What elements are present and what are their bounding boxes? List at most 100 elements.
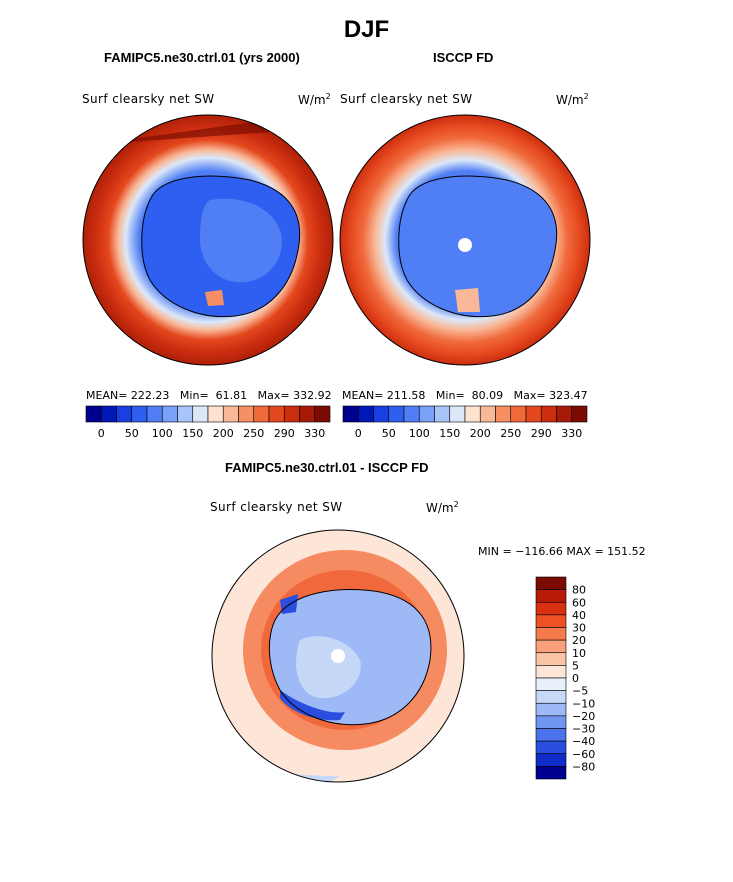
panel3-minmax: MIN = −116.66 MAX = 151.52 <box>478 545 646 558</box>
panel3-colorbar-swatch <box>535 614 567 628</box>
panel3-colorbar-tick-label: 40 <box>572 609 586 622</box>
panel2-colorbar-swatch <box>449 405 466 423</box>
panel2-colorbar-tick-label: 330 <box>561 427 582 440</box>
panel2-colorbar-swatch <box>510 405 527 423</box>
panel3-colorbar-tick-label: −60 <box>572 748 595 761</box>
panel1-colorbar-swatch <box>283 405 300 423</box>
panel2-colorbar-tick-label: 250 <box>500 427 521 440</box>
panel3-coastline <box>268 588 432 726</box>
panel2-colorbar-swatch <box>464 405 481 423</box>
panel2-colorbar-tick-label: 200 <box>470 427 491 440</box>
panel3-colorbar-tick-label: 10 <box>572 647 586 660</box>
panel2-colorbar-swatch <box>479 405 496 423</box>
panel1-map <box>83 115 333 365</box>
panel2-coastline <box>398 175 558 318</box>
panel3-colorbar-swatch <box>535 627 567 641</box>
panel2-colorbar-swatch <box>357 405 374 423</box>
panel1-colorbar-swatch <box>314 405 331 423</box>
panel1-colorbar-tick-label: 250 <box>243 427 264 440</box>
panel2-pole-hole <box>458 238 472 252</box>
panel3-colorbar-swatch <box>535 728 567 742</box>
panel3-colorbar-tick-label: −40 <box>572 735 595 748</box>
panel3-border <box>211 529 465 783</box>
panel1-colorbar-tick-label: 50 <box>125 427 139 440</box>
panel1-plateau <box>200 198 282 283</box>
panel3-colorbar-tick-label: 80 <box>572 584 586 597</box>
panel3-colorbar-tick-label: −5 <box>572 685 588 698</box>
panel2-colorbar-swatch <box>434 405 451 423</box>
panel3-pole-hole <box>331 649 345 663</box>
panel2-colorbar-swatch <box>495 405 512 423</box>
panel2-colorbar-tick-label: 50 <box>382 427 396 440</box>
panel2-ross-warm <box>455 288 480 312</box>
panel3-colorbar-tick-label: 20 <box>572 634 586 647</box>
panel3-colorbar-swatch <box>535 652 567 666</box>
panel3-colorbar-swatch <box>535 677 567 691</box>
panel3-plateau <box>296 636 361 699</box>
panel1-colorbar-swatch <box>238 405 255 423</box>
panel3-colorbar-swatch <box>535 690 567 704</box>
panel1-colorbar-swatch <box>177 405 194 423</box>
panel3-cold2 <box>280 594 298 614</box>
panel1-colorbar-swatch <box>100 405 117 423</box>
panel3-colorbar-swatch <box>535 639 567 654</box>
panel3-colorbar-swatch <box>535 753 567 767</box>
panel3-colorbar-swatch <box>535 601 567 616</box>
panel1-colorbar-tick-label: 200 <box>213 427 234 440</box>
panel2-units: W/m2 <box>556 92 589 107</box>
panel1-colorbar-swatch <box>116 405 133 423</box>
panel3-title: FAMIPC5.ne30.ctrl.01 - ISCCP FD <box>225 460 429 475</box>
panel2-stats: MEAN= 211.58 Min= 80.09 Max= 323.47 <box>342 389 588 402</box>
panel2-title: ISCCP FD <box>433 50 494 65</box>
panel3-variable: Surf clearsky net SW <box>210 500 343 514</box>
panel1-colorbar-tick-label: 0 <box>98 427 105 440</box>
panel3-cold3 <box>230 760 340 782</box>
panel2-continent <box>398 176 557 317</box>
panel1-units: W/m2 <box>298 92 331 107</box>
panel1-colorbar-swatch <box>85 405 102 423</box>
panel1-colorbar-swatch <box>207 405 224 423</box>
panel2-border <box>339 114 591 366</box>
panel1-colorbar-swatch <box>299 405 316 423</box>
panel3-colorbar-swatch <box>535 766 567 780</box>
panel3-colorbar-tick-label: 60 <box>572 596 586 609</box>
panel1-title: FAMIPC5.ne30.ctrl.01 (yrs 2000) <box>104 50 300 65</box>
panel1-colorbar-swatch <box>222 405 239 423</box>
panel1-border <box>82 114 334 366</box>
panel3-cold1 <box>280 690 345 721</box>
panel3-colorbar-swatch <box>535 715 567 729</box>
panel1-colorbar-tick-label: 150 <box>182 427 203 440</box>
panel3-colorbar-tick-label: 30 <box>572 622 586 635</box>
panel3-colorbar-swatch <box>535 665 567 679</box>
panel1-colorbar: 0 50 100 150 200 250 290 330 <box>85 405 331 440</box>
panel2-colorbar-swatch <box>342 405 359 423</box>
panel1-colorbar-swatch <box>131 405 148 423</box>
panel1-colorbar-swatch <box>146 405 163 423</box>
panel1-stats: MEAN= 222.23 Min= 61.81 Max= 332.92 <box>86 389 332 402</box>
panel3-colorbar-swatch <box>535 740 567 755</box>
panel3-colorbar-tick-label: −20 <box>572 710 595 723</box>
panel1-colorbar-tick-label: 290 <box>274 427 295 440</box>
panel2-colorbar-swatch <box>556 405 573 423</box>
panel3-units: W/m2 <box>426 500 459 515</box>
panel1-colorbar-tick-label: 330 <box>304 427 325 440</box>
panel1-colorbar-swatch <box>268 405 285 423</box>
panel1-colorbar-swatch <box>253 405 270 423</box>
panel2-colorbar-swatch <box>373 405 390 423</box>
panel1-variable: Surf clearsky net SW <box>82 92 215 106</box>
panel1-colorbar-swatch <box>192 405 209 423</box>
panel1-colorbar-swatch <box>161 405 178 423</box>
panel2-colorbar: 0 50 100 150 200 250 290 330 <box>342 405 588 440</box>
panel3-colorbar-swatch <box>535 589 567 603</box>
panel3-colorbar-tick-label: 0 <box>572 672 579 685</box>
panel3-map <box>212 530 464 782</box>
panel2-colorbar-swatch <box>388 405 405 423</box>
panel2-colorbar-swatch <box>571 405 588 423</box>
panel2-map <box>340 115 590 365</box>
panel2-colorbar-tick-label: 290 <box>531 427 552 440</box>
panel3-colorbar-swatch <box>535 702 567 717</box>
panel3-colorbar-tick-label: −10 <box>572 697 595 710</box>
panel2-variable: Surf clearsky net SW <box>340 92 473 106</box>
